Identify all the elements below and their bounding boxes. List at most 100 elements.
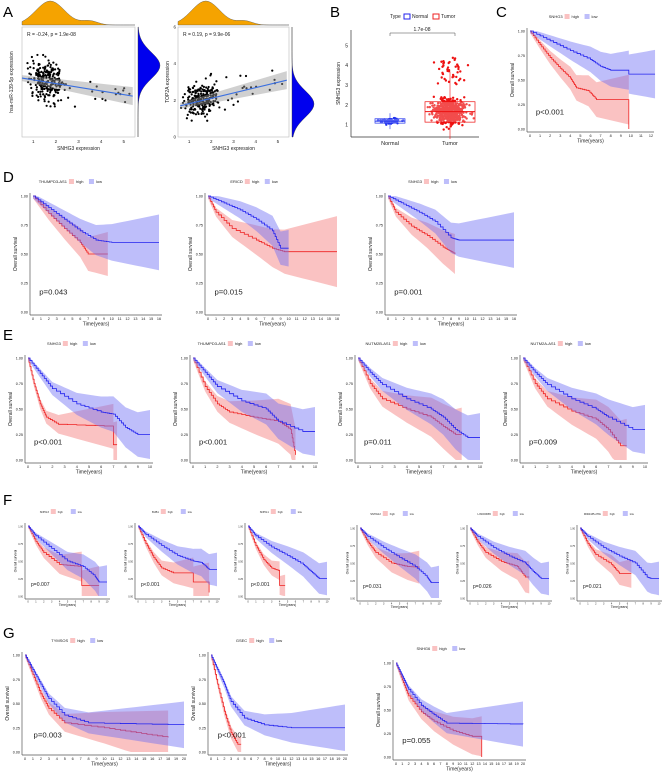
y-tick-label: 0.50 (13, 702, 20, 706)
x-tick-label: 15 (504, 317, 508, 321)
data-point (243, 85, 246, 88)
y-axis-label: Overall survival (338, 392, 344, 426)
x-tick-label: 12 (480, 317, 484, 321)
x-axis-label: SNHG3 expression (212, 146, 255, 152)
data-point (63, 88, 66, 91)
x-tick-label: 6 (72, 757, 74, 761)
data-point (218, 106, 221, 109)
data-point (43, 98, 46, 101)
data-point (217, 101, 220, 104)
data-point (436, 101, 440, 105)
y-tick-label: 0.25 (128, 578, 133, 581)
data-point (67, 96, 70, 99)
data-point (190, 100, 193, 103)
x-tick-label: 2 (223, 757, 225, 761)
data-point (208, 90, 211, 93)
x-tick-label: 12 (125, 317, 129, 321)
x-tick-label: 9 (98, 600, 100, 603)
x-tick-label: 6 (265, 465, 267, 469)
data-point (454, 81, 457, 85)
x-tick-label: 2 (153, 600, 155, 603)
low-survival-curve (523, 357, 645, 430)
high-survival-curve (396, 662, 483, 757)
data-point (57, 99, 60, 102)
data-point (189, 91, 192, 94)
x-tick-label: 10 (643, 465, 647, 469)
y-axis-label: Overall survival (455, 551, 459, 574)
data-point (39, 90, 42, 93)
y-tick-label: 0.75 (238, 543, 243, 546)
x-tick-label: 8 (450, 317, 452, 321)
data-point (201, 88, 204, 91)
high-ci-band (530, 31, 629, 129)
x-tick-label: 2 (403, 317, 405, 321)
low-survival-curve (248, 525, 327, 579)
x-tick-label: 3 (230, 757, 232, 761)
legend-high-label: high (390, 512, 396, 516)
x-tick-label: 10 (106, 600, 109, 603)
legend-low-label: low (520, 512, 524, 516)
low-ci-band (25, 655, 184, 749)
data-point (205, 86, 208, 89)
y-tick-label: 0.25 (570, 580, 575, 583)
x-tick-label: 8 (125, 465, 127, 469)
data-point (52, 72, 56, 75)
data-point (59, 99, 63, 102)
x-tick-label: 10 (478, 465, 482, 469)
legend-low-swatch (269, 638, 275, 643)
data-point (202, 100, 205, 103)
scatter-plot-A2: R = 0.19, p = 9.9e-06 1 2 3 4 5 0 2 4 6 SNHG3 expr… (165, 0, 315, 152)
data-point (202, 90, 205, 93)
p-value: p=0.011 (364, 438, 392, 447)
legend-high-swatch (270, 509, 276, 514)
y-tick-label: 0.25 (511, 433, 518, 437)
x-axis-label: Time(years) (279, 603, 296, 607)
data-point (428, 113, 431, 116)
x-tick-label: 9 (318, 600, 320, 603)
legend-gene: THUMPD3-AS1 (198, 341, 227, 346)
data-point (463, 106, 467, 109)
data-point (430, 119, 433, 122)
y-tick-label: 1.00 (13, 654, 20, 658)
marginal-density-right (137, 26, 161, 137)
x-tick-label: 6 (595, 465, 597, 469)
panel-letter-b: B (330, 4, 340, 21)
legend-low-swatch (290, 509, 296, 514)
y-tick-label: 0.25 (460, 580, 465, 583)
data-point (447, 69, 451, 72)
data-point (41, 82, 44, 85)
data-point (453, 119, 457, 122)
y-tick-label: 0.50 (16, 408, 23, 412)
x-tick-label: 14 (483, 762, 487, 766)
legend-low-label: low (410, 512, 414, 516)
data-point (455, 105, 459, 108)
x-tick-label: 6 (250, 757, 252, 761)
x-tick-label: 10 (457, 762, 461, 766)
data-point (431, 113, 434, 116)
data-point (28, 72, 31, 75)
x-tick-label: 4 (237, 757, 239, 761)
regression-line (180, 79, 287, 107)
legend-high-swatch (557, 341, 563, 346)
y-tick-label: 0.25 (13, 726, 20, 730)
data-point (41, 90, 44, 93)
legend-high-label: high (565, 341, 573, 346)
legend-low-label: low (585, 341, 591, 346)
legend-gene: SNHG6 (416, 646, 431, 651)
legend-low-swatch (412, 341, 418, 346)
data-point (194, 97, 197, 100)
legend: SNHG1 high low (260, 509, 302, 514)
x-tick-label: 0 (359, 602, 361, 605)
x-tick-label: 6 (75, 600, 77, 603)
y-tick-label: 0.25 (21, 282, 28, 286)
y-tick-label: 3 (345, 83, 348, 89)
x-tick-label: 7 (303, 600, 305, 603)
legend-high-swatch (382, 511, 388, 516)
y-tick-label: 1.00 (18, 526, 23, 529)
data-point (453, 107, 457, 111)
x-tick-label: 5 (287, 600, 289, 603)
x-tick-label: 1 (255, 600, 257, 603)
y-tick-label: 0.00 (376, 311, 383, 315)
x-tick-label: 0 (27, 600, 29, 603)
y-tick-label: 1.00 (196, 195, 203, 199)
